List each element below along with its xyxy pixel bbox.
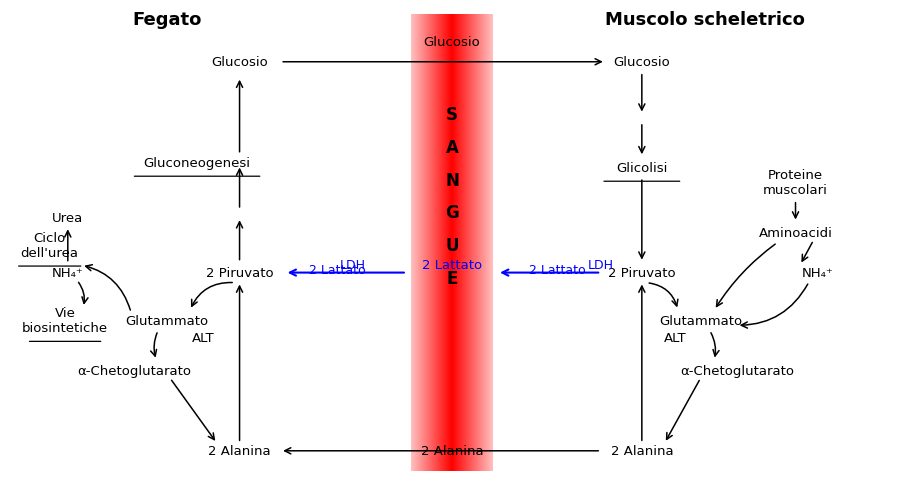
Text: Glucosio: Glucosio: [424, 36, 479, 49]
Text: 2 Alanina: 2 Alanina: [610, 444, 673, 457]
Text: α-Chetoglutarato: α-Chetoglutarato: [77, 364, 191, 377]
Text: Ciclo
dell'urea: Ciclo dell'urea: [21, 231, 79, 260]
Text: LDH: LDH: [340, 258, 365, 271]
Text: G: G: [444, 204, 459, 222]
Text: 2 Piruvato: 2 Piruvato: [206, 267, 273, 280]
Text: LDH: LDH: [588, 258, 613, 271]
Text: Proteine
muscolari: Proteine muscolari: [762, 169, 827, 197]
Text: Glutammato: Glutammato: [658, 314, 741, 327]
Text: Muscolo scheletrico: Muscolo scheletrico: [604, 11, 805, 29]
Text: 2 Lattato: 2 Lattato: [422, 258, 481, 271]
Text: 2 Alanina: 2 Alanina: [420, 444, 483, 457]
Text: Glutammato: Glutammato: [126, 314, 209, 327]
Text: ALT: ALT: [191, 332, 215, 345]
Text: NH₄⁺: NH₄⁺: [51, 267, 84, 280]
Text: Vie
biosintetiche: Vie biosintetiche: [22, 307, 108, 335]
Text: α-Chetoglutarato: α-Chetoglutarato: [679, 364, 793, 377]
Text: N: N: [444, 171, 459, 189]
Text: E: E: [446, 269, 457, 287]
Text: 2 Alanina: 2 Alanina: [208, 444, 271, 457]
Text: Glicolisi: Glicolisi: [616, 161, 666, 174]
Text: 2 Piruvato: 2 Piruvato: [608, 267, 675, 280]
Text: Gluconeogenesi: Gluconeogenesi: [144, 156, 250, 169]
Text: Aminoacidi: Aminoacidi: [758, 226, 832, 239]
Text: 2 Lattato: 2 Lattato: [529, 263, 585, 276]
Text: Urea: Urea: [52, 211, 83, 224]
Text: Glucosio: Glucosio: [613, 56, 669, 69]
Text: Fegato: Fegato: [133, 11, 201, 29]
Text: NH₄⁺: NH₄⁺: [801, 267, 833, 280]
Text: 2 Lattato: 2 Lattato: [309, 263, 365, 276]
Text: A: A: [445, 139, 458, 157]
Text: S: S: [445, 106, 458, 124]
Text: Glucosio: Glucosio: [211, 56, 267, 69]
Text: ALT: ALT: [663, 332, 686, 345]
Text: U: U: [445, 236, 458, 255]
